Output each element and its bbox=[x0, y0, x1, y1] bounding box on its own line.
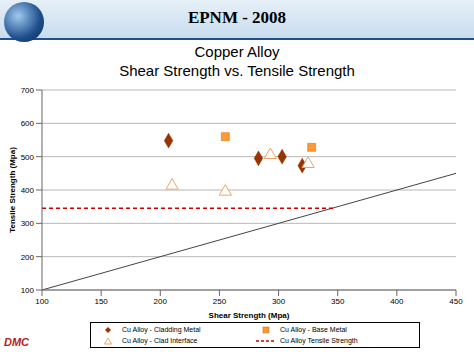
svg-text:200: 200 bbox=[154, 297, 168, 306]
svg-text:300: 300 bbox=[272, 297, 286, 306]
svg-text:400: 400 bbox=[390, 297, 404, 306]
svg-text:200: 200 bbox=[21, 253, 35, 262]
svg-text:700: 700 bbox=[21, 86, 35, 95]
html-text:Cu Alloy Tensile Strength: Cu Alloy Tensile Strength bbox=[280, 337, 358, 344]
svg-text:600: 600 bbox=[21, 119, 35, 128]
html-text:Cu Alloy - Cladding Metal: Cu Alloy - Cladding Metal bbox=[122, 326, 201, 333]
html-text:DMC: DMC bbox=[4, 336, 30, 348]
svg-text:400: 400 bbox=[21, 186, 35, 195]
html-text:Shear Strength vs. Tensile Str: Shear Strength vs. Tensile Strength bbox=[119, 62, 355, 79]
svg-text:150: 150 bbox=[94, 297, 108, 306]
svg-text:100: 100 bbox=[21, 286, 35, 295]
svg-text:350: 350 bbox=[331, 297, 345, 306]
svg-text:Shear Strength (Mpa): Shear Strength (Mpa) bbox=[209, 311, 290, 320]
html-text:Copper Alloy: Copper Alloy bbox=[194, 43, 280, 60]
svg-text:500: 500 bbox=[21, 153, 35, 162]
svg-text:450: 450 bbox=[449, 297, 463, 306]
svg-text:100: 100 bbox=[35, 297, 49, 306]
svg-text:250: 250 bbox=[213, 297, 227, 306]
html-text:Cu Alloy - Base Metal: Cu Alloy - Base Metal bbox=[280, 326, 347, 333]
svg-text:Tensile Strength (Mpa): Tensile Strength (Mpa) bbox=[8, 147, 17, 233]
html-text:Cu Alloy - Clad Interface: Cu Alloy - Clad Interface bbox=[122, 337, 198, 344]
html-text:EPNM - 2008: EPNM - 2008 bbox=[187, 8, 287, 27]
svg-text:300: 300 bbox=[21, 219, 35, 228]
